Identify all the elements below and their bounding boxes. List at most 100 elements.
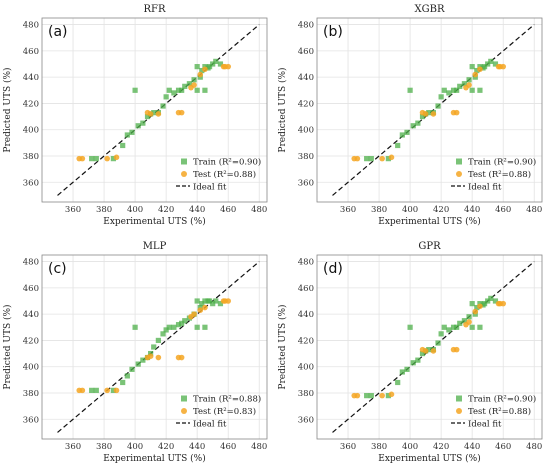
test-point [197,307,204,313]
test-point [500,300,507,307]
x-axis-label: Experimental UTS (%) [103,216,205,227]
chart-title: XGBR [415,4,445,15]
train-point [110,156,116,162]
ideal-fit-line [57,261,260,433]
train-point [481,64,488,70]
train-point [166,324,172,330]
train-point [144,113,151,120]
train-point [404,129,410,135]
test-point [104,387,110,394]
train-point [160,331,166,337]
test-point [388,391,395,398]
train-point [407,324,413,330]
y-tick-label: 400 [298,363,314,373]
train-point [454,324,460,330]
train-point [175,322,182,328]
ideal-fit-line [57,24,260,196]
legend-test-marker [181,171,187,177]
train-point [385,393,391,399]
chart-svg: 360 380 400 420 440 460 480 360 380 400 420 440 460 4… [2,241,268,464]
train-point [163,327,169,333]
train-point [160,103,166,109]
test-point [191,311,197,317]
x-tick-label: 440 [189,205,205,215]
train-point [457,320,463,326]
train-point [446,327,452,333]
legend-train-label: Train (R²=0.90) [193,157,261,168]
y-tick-label: 440 [298,310,314,320]
train-point [419,113,426,120]
panel-label: (b) [323,24,343,40]
y-tick-label: 460 [23,284,39,294]
train-point [466,77,472,83]
panel-label: (a) [48,24,68,40]
legend-train-marker [456,158,462,165]
chart-svg: 360 380 400 420 440 460 480 360 380 400 420 440 460 4… [2,4,268,227]
x-axis-label: Experimental UTS (%) [378,216,480,227]
y-axis-label: Predicted UTS (%) [2,67,13,152]
test-point [225,63,232,70]
y-tick-label: 460 [298,47,314,57]
panel-label: (c) [48,261,67,277]
train-point [213,298,219,304]
y-tick-label: 400 [298,126,314,136]
x-tick-label: 380 [96,205,112,215]
x-tick-label: 380 [371,205,387,215]
x-tick-label: 380 [96,442,112,452]
train-point [469,64,475,70]
train-point [481,301,488,307]
test-point [477,303,483,310]
train-point [93,387,99,393]
train-point [399,132,405,138]
x-tick-label: 400 [127,205,143,215]
x-tick-label: 460 [495,205,511,215]
train-point [488,295,494,301]
train-point [474,304,480,311]
x-tick-label: 400 [402,205,418,215]
train-point [438,331,444,337]
test-point [466,82,472,88]
chart-panel-rfr: 360 380 400 420 440 460 480 360 380 400 420 440 460 4… [0,0,275,237]
test-point [477,66,483,73]
train-point [415,357,421,363]
train-point [469,301,475,307]
test-point [79,387,86,394]
y-axis-label: Predicted UTS (%) [277,67,288,152]
x-tick-label: 380 [371,442,387,452]
train-point [426,110,432,116]
x-tick-label: 460 [495,442,511,452]
y-tick-label: 440 [23,73,39,83]
legend-ideal-label: Ideal fit [193,420,227,430]
test-point [104,155,110,162]
train-point [151,344,157,350]
train-point [210,301,216,307]
panel-label: (d) [323,261,343,277]
train-point [461,318,468,324]
train-point [217,301,224,307]
train-point [171,90,177,96]
test-point [422,111,429,117]
train-point [450,324,457,330]
train-point [404,366,410,372]
y-tick-label: 360 [298,178,314,188]
test-point [472,308,479,315]
train-point [446,90,452,96]
x-tick-label: 480 [251,205,267,215]
train-point [454,87,460,93]
train-point [492,298,499,304]
train-point [191,77,197,83]
x-tick-label: 400 [402,442,418,452]
train-point [89,156,95,162]
x-axis-label: Experimental UTS (%) [378,453,480,464]
train-point [466,314,472,320]
legend-train-marker [181,395,187,402]
train-point [474,67,480,74]
train-point [194,298,200,304]
test-point [453,346,460,353]
plot-frame [41,17,268,203]
train-point [182,83,188,89]
train-point [171,324,177,330]
test-point [79,155,86,162]
legend-train-marker [456,395,462,402]
train-point [438,94,444,100]
